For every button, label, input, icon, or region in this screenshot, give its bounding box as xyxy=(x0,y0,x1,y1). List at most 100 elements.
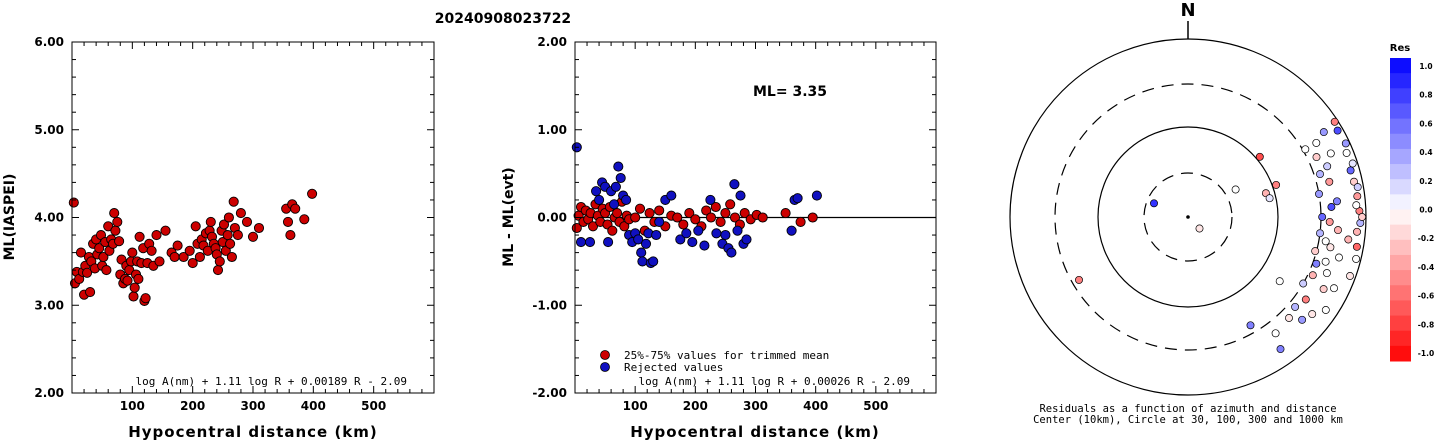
y-tick-label: 2.00 xyxy=(537,35,567,49)
data-point xyxy=(290,203,301,214)
data-point xyxy=(705,194,716,205)
data-point xyxy=(633,234,644,245)
data-point xyxy=(172,240,183,251)
epicenter-marker xyxy=(1186,215,1190,219)
data-point xyxy=(129,282,140,293)
station-point xyxy=(1312,259,1321,268)
colorbar-cell xyxy=(1390,209,1411,226)
colorbar-cell xyxy=(1390,103,1411,120)
ml-annotation: ML= 3.35 xyxy=(753,84,827,100)
x-tick-label: 400 xyxy=(301,399,326,413)
data-point xyxy=(610,181,621,192)
legend-label-trimmed: 25%-75% values for trimmed mean xyxy=(624,349,829,362)
data-point xyxy=(205,216,216,227)
data-point xyxy=(101,265,112,276)
residual-points xyxy=(571,142,822,269)
magnitude-axes: 2.00 3.00 4.00 5.00 6.00 100 200 300 400 500 xyxy=(34,35,435,413)
data-point xyxy=(684,208,695,219)
data-point xyxy=(228,196,239,207)
colorbar-cell xyxy=(1390,330,1411,347)
x-tick-label: 100 xyxy=(623,399,648,413)
data-point xyxy=(594,194,605,205)
data-point xyxy=(636,247,647,258)
data-point xyxy=(247,231,259,242)
station-point xyxy=(1327,203,1336,211)
data-point xyxy=(710,201,721,213)
data-point xyxy=(720,229,731,241)
data-point xyxy=(190,221,201,232)
magnitude-chart: 2.00 3.00 4.00 5.00 6.00 100 200 300 400 500 ML(I… xyxy=(2,35,435,441)
data-point xyxy=(235,208,246,219)
station-point xyxy=(1299,279,1308,288)
data-point xyxy=(178,251,189,263)
colorbar-cell xyxy=(1390,88,1411,104)
data-point xyxy=(720,208,731,219)
colorbar-cell xyxy=(1390,239,1411,256)
colorbar-cell xyxy=(1390,194,1411,210)
data-point xyxy=(68,197,79,208)
station-point xyxy=(1346,272,1354,280)
data-point xyxy=(687,237,698,248)
residual-formula: log A(nm) + 1.11 log R + 0.00026 R - 2.0… xyxy=(638,375,910,388)
data-point xyxy=(603,237,614,248)
data-point xyxy=(112,216,123,227)
station-point xyxy=(1319,285,1328,294)
data-point xyxy=(151,230,162,241)
station-point xyxy=(1350,177,1358,186)
station-point xyxy=(1308,271,1317,280)
data-point xyxy=(644,208,655,219)
data-point xyxy=(154,256,165,267)
data-point xyxy=(212,265,224,276)
colorbar-cell xyxy=(1390,254,1411,271)
x-tick-label: 400 xyxy=(803,399,828,413)
station-point xyxy=(1301,145,1310,154)
x-tick-label: 300 xyxy=(743,399,768,413)
station-point xyxy=(1301,295,1310,304)
data-point xyxy=(591,186,602,197)
data-point xyxy=(98,251,109,263)
polar-caption-line1: Residuals as a function of azimuth and d… xyxy=(1039,403,1336,415)
ring-100km xyxy=(1097,126,1279,308)
station-point xyxy=(1352,201,1361,210)
station-point xyxy=(1323,162,1332,171)
data-point xyxy=(725,199,736,210)
data-point xyxy=(729,179,740,190)
y-tick-label: 0.00 xyxy=(537,211,567,225)
station-point xyxy=(1308,310,1317,319)
station-point xyxy=(1285,314,1293,322)
data-point xyxy=(651,229,662,241)
data-point xyxy=(715,216,726,227)
colorbar-tick-label: 0.8 xyxy=(1419,91,1432,100)
data-point xyxy=(678,219,689,230)
data-point xyxy=(253,222,265,234)
station-point xyxy=(1358,213,1367,221)
station-point xyxy=(1353,227,1361,236)
station-point xyxy=(1316,229,1324,238)
data-point xyxy=(285,230,296,241)
station-point xyxy=(1272,180,1281,189)
station-point xyxy=(1315,189,1323,198)
data-point xyxy=(169,251,180,263)
data-point xyxy=(735,190,746,201)
colorbar-cell xyxy=(1390,270,1411,286)
colorbar-cell xyxy=(1390,133,1411,150)
station-point xyxy=(1325,177,1334,186)
station-residual-points xyxy=(1075,117,1367,354)
data-point xyxy=(613,161,624,172)
station-point xyxy=(1326,243,1335,252)
colorbar-cell xyxy=(1390,118,1411,135)
station-point xyxy=(1321,237,1330,246)
y-tick-label: 6.00 xyxy=(34,35,64,49)
colorbar-tick-label: -0.8 xyxy=(1418,320,1434,329)
data-point xyxy=(94,243,105,254)
data-point xyxy=(214,256,225,267)
data-point xyxy=(729,212,741,223)
data-point xyxy=(615,172,626,184)
data-point xyxy=(82,267,93,278)
station-point xyxy=(1298,315,1307,324)
y-tick-label: 4.00 xyxy=(34,211,64,225)
polar-caption-line2: Center (10km), Circle at 30, 100, 300 an… xyxy=(1033,414,1343,426)
station-point xyxy=(1321,306,1330,314)
station-point xyxy=(1319,128,1328,137)
data-point xyxy=(786,225,797,236)
